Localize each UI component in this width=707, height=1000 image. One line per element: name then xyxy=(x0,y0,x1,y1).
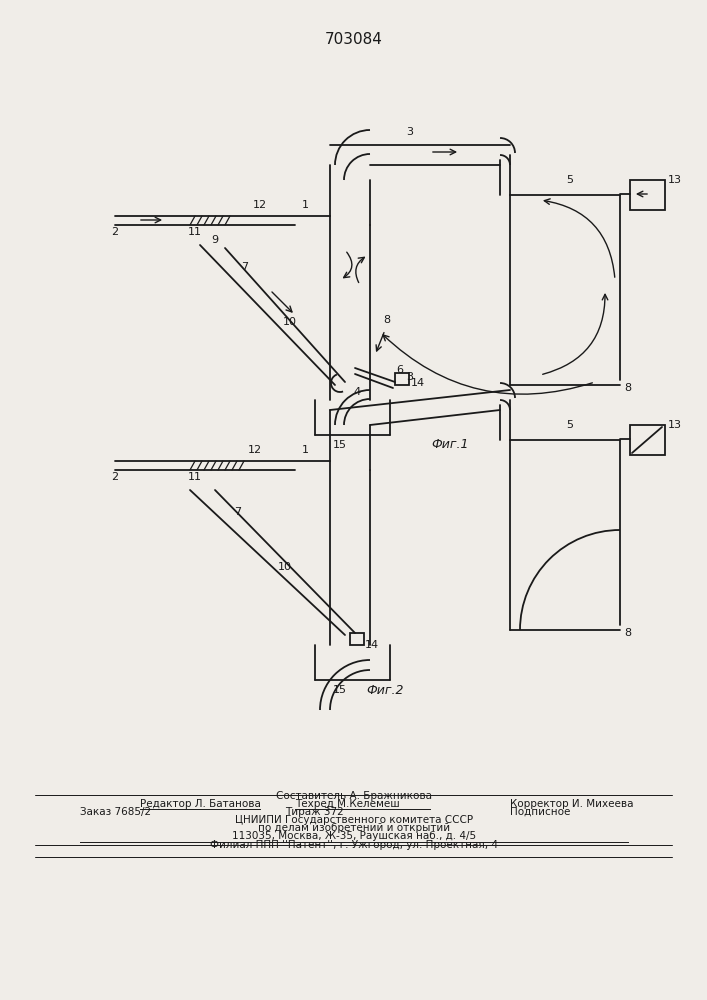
Text: 14: 14 xyxy=(365,640,379,650)
Text: 2: 2 xyxy=(112,472,119,482)
Text: 10: 10 xyxy=(278,562,292,572)
Text: 11: 11 xyxy=(188,227,202,237)
Text: 7: 7 xyxy=(241,262,249,272)
Text: по делам изобретений и открытий: по делам изобретений и открытий xyxy=(258,823,450,833)
Text: 13: 13 xyxy=(668,420,682,430)
Bar xyxy=(630,425,665,455)
Text: Фиг.2: Фиг.2 xyxy=(366,684,404,696)
Text: 1: 1 xyxy=(301,200,308,210)
Text: 3: 3 xyxy=(407,127,414,137)
Text: 14: 14 xyxy=(411,378,425,388)
Text: 5: 5 xyxy=(566,420,573,430)
Text: 8: 8 xyxy=(383,315,390,325)
Text: 10: 10 xyxy=(283,317,297,327)
Text: 4: 4 xyxy=(354,387,361,397)
Text: 12: 12 xyxy=(248,445,262,455)
Text: ЦНИИПИ Государственного комитета СССР: ЦНИИПИ Государственного комитета СССР xyxy=(235,815,473,825)
Text: 7: 7 xyxy=(235,507,242,517)
Text: 3: 3 xyxy=(407,372,414,382)
Text: 1: 1 xyxy=(301,445,308,455)
Text: 8: 8 xyxy=(624,628,631,638)
Text: Редактор Л. Батанова: Редактор Л. Батанова xyxy=(140,799,261,809)
Bar xyxy=(350,633,364,645)
Bar xyxy=(630,180,665,210)
Text: Корректор И. Михеева: Корректор И. Михеева xyxy=(510,799,633,809)
Text: 15: 15 xyxy=(333,685,347,695)
Text: 703084: 703084 xyxy=(325,32,383,47)
Text: 8: 8 xyxy=(624,383,631,393)
Text: 11: 11 xyxy=(188,472,202,482)
Text: Составитель А. Бражникова: Составитель А. Бражникова xyxy=(276,791,432,801)
Text: 13: 13 xyxy=(668,175,682,185)
Text: Техред М.Келемеш: Техред М.Келемеш xyxy=(295,799,399,809)
Text: Заказ 7685/2: Заказ 7685/2 xyxy=(80,807,151,817)
Text: 2: 2 xyxy=(112,227,119,237)
Text: Подписное: Подписное xyxy=(510,807,571,817)
Text: 12: 12 xyxy=(253,200,267,210)
Text: 9: 9 xyxy=(211,235,218,245)
Text: Тираж 372: Тираж 372 xyxy=(285,807,344,817)
Text: 6: 6 xyxy=(397,365,404,375)
Bar xyxy=(395,373,409,385)
Text: 5: 5 xyxy=(566,175,573,185)
Text: Филиал ППП ''Патент'', г. Ужгород, ул. Проектная, 4: Филиал ППП ''Патент'', г. Ужгород, ул. П… xyxy=(210,840,498,850)
Text: Фиг.1: Фиг.1 xyxy=(431,438,469,452)
Text: 113035, Москва, Ж-35, Раушская наб., д. 4/5: 113035, Москва, Ж-35, Раушская наб., д. … xyxy=(232,831,476,841)
Text: 15: 15 xyxy=(333,440,347,450)
